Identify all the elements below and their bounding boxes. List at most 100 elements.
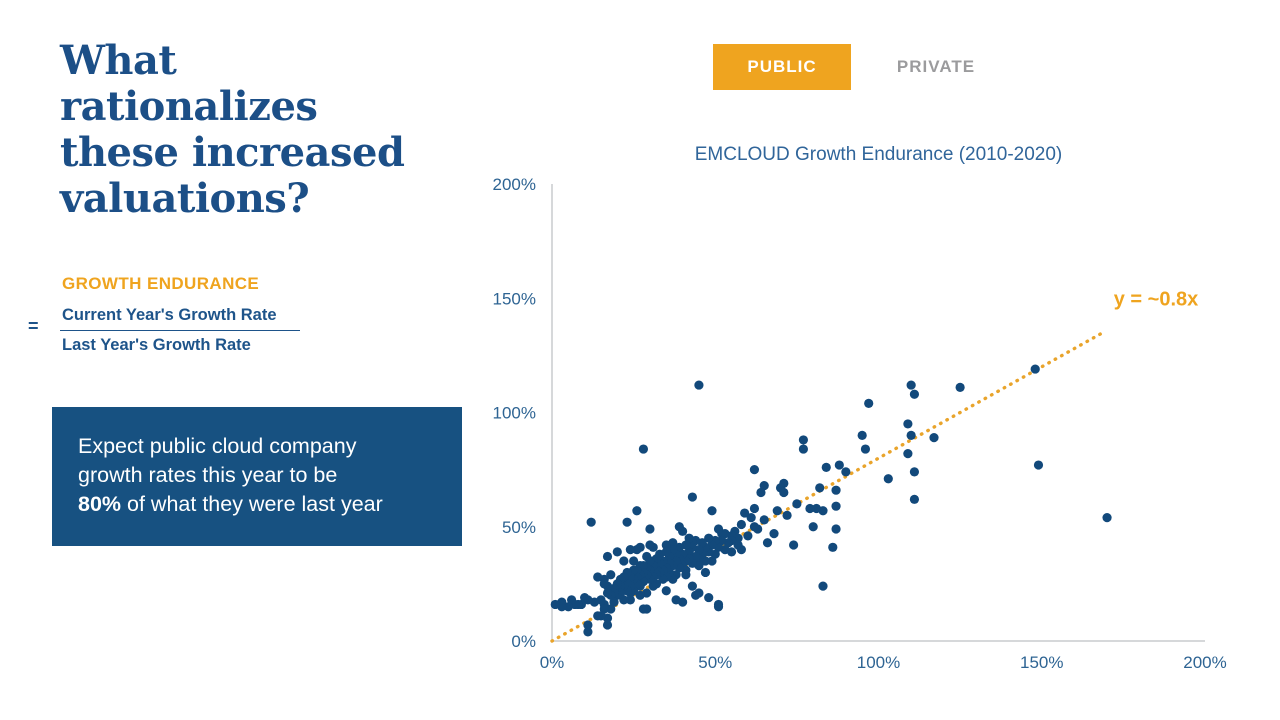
- scatter-point: [792, 499, 802, 509]
- y-tick-label: 150%: [493, 289, 536, 308]
- scatter-point: [821, 462, 831, 472]
- scatter-point: [834, 460, 844, 470]
- scatter-point: [619, 556, 629, 566]
- scatter-point: [815, 483, 825, 493]
- scatter-point: [602, 620, 613, 630]
- scatter-point: [638, 444, 649, 454]
- scatter-point: [645, 540, 655, 550]
- x-tick-label: 150%: [1020, 653, 1063, 672]
- scatter-point: [593, 572, 603, 582]
- scatter-point: [583, 620, 593, 630]
- page-title-line: valuations?: [60, 175, 310, 222]
- chart-title: EMCLOUD Growth Endurance (2010-2020): [694, 144, 1063, 165]
- callout-text-line: Expect public cloud company: [78, 434, 357, 458]
- callout-highlight: 80%: [78, 492, 122, 516]
- scatter-point: [811, 503, 822, 514]
- scatter-point: [955, 382, 965, 392]
- scatter-point: [903, 449, 913, 459]
- public-toggle-button[interactable]: PUBLIC: [713, 44, 851, 90]
- scatter-point: [841, 467, 851, 477]
- scatter-point: [733, 540, 743, 550]
- scatter-point: [857, 430, 867, 440]
- scatter-point: [775, 483, 786, 493]
- formula-denominator: Last Year's Growth Rate: [62, 336, 251, 354]
- scatter-point: [759, 515, 769, 525]
- scatter-point: [687, 581, 697, 591]
- callout-text-line: of what they were last year: [127, 492, 383, 516]
- scatter-point: [671, 595, 681, 605]
- scatter-point: [606, 570, 616, 580]
- scatter-point: [612, 547, 622, 557]
- x-tick-label: 50%: [698, 653, 732, 672]
- scatter-point: [864, 398, 874, 408]
- scatter-point: [638, 604, 649, 614]
- scatter-point: [632, 506, 642, 516]
- y-tick-label: 50%: [502, 518, 536, 537]
- scatter-point: [629, 556, 639, 566]
- scatter-point: [700, 567, 711, 578]
- scatter-point: [566, 595, 577, 605]
- page-title-line: these increased: [60, 129, 405, 176]
- formula-numerator: Current Year's Growth Rate: [60, 306, 300, 331]
- page-title-line: rationalizes: [60, 83, 318, 130]
- y-tick-label: 100%: [493, 404, 536, 423]
- scatter-point: [599, 579, 609, 589]
- scatter-point: [694, 380, 704, 390]
- private-toggle-button[interactable]: PRIVATE: [874, 44, 998, 90]
- scatter-point: [625, 595, 635, 605]
- scatter-point: [909, 494, 920, 504]
- scatter-point: [599, 604, 609, 614]
- scatter-point: [762, 538, 773, 548]
- callout-text-line: growth rates this year to be: [78, 463, 338, 487]
- scatter-point: [648, 581, 658, 591]
- scatter-point: [759, 481, 769, 491]
- scatter-point: [906, 430, 916, 440]
- scatter-point: [808, 522, 818, 532]
- trend-line-label: y = ~0.8x: [1114, 288, 1199, 310]
- scatter-point: [625, 545, 635, 555]
- scatter-point: [691, 590, 701, 600]
- scatter-point: [906, 380, 916, 390]
- scatter-point: [756, 487, 766, 498]
- scatter-point: [586, 517, 596, 527]
- scatter-point: [583, 627, 593, 637]
- scatter-point: [798, 444, 809, 454]
- scatter-point: [831, 501, 841, 511]
- scatter-point: [606, 604, 616, 614]
- scatter-point: [746, 513, 756, 523]
- scatter-point: [743, 531, 753, 541]
- scatter-point: [661, 586, 671, 596]
- scatter-point: [645, 524, 655, 534]
- scatter-point: [909, 467, 920, 477]
- scatter-point: [674, 522, 684, 532]
- scatter-point: [860, 444, 871, 454]
- scatter-point: [828, 542, 838, 552]
- scatter-point: [909, 389, 920, 399]
- scatter-point: [602, 551, 613, 562]
- formula-fraction: Current Year's Growth Rate Last Year's G…: [60, 306, 300, 355]
- scatter-point: [593, 611, 603, 621]
- scatter-point: [769, 529, 779, 539]
- scatter-point: [704, 592, 714, 603]
- scatter-point: [635, 590, 645, 600]
- scatter-point: [713, 524, 724, 534]
- growth-endurance-heading: GROWTH ENDURANCE: [62, 274, 260, 293]
- scatter-point: [707, 556, 717, 566]
- scatter-point: [661, 540, 671, 550]
- scatter-point: [818, 581, 828, 591]
- formula-equals-sign: =: [28, 316, 39, 336]
- scatter-point: [609, 597, 619, 607]
- y-tick-label: 0%: [511, 632, 536, 651]
- scatter-point: [619, 595, 629, 605]
- x-tick-label: 200%: [1183, 653, 1226, 672]
- page-title: What rationalizes these increased valuat…: [60, 38, 405, 222]
- scatter-point: [687, 492, 697, 502]
- scatter-point: [831, 524, 841, 534]
- scatter-point: [684, 533, 694, 543]
- scatter-point: [740, 508, 750, 518]
- scatter-point: [563, 602, 573, 612]
- scatter-point: [713, 602, 724, 612]
- scatter-point: [749, 522, 760, 532]
